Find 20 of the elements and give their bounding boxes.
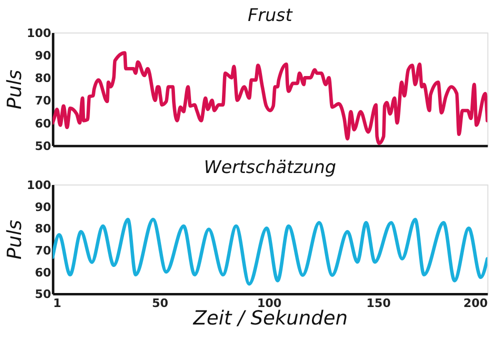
y-axis-title: Puls [2,220,26,260]
y-tick-label: 70 [34,94,52,108]
line-series [52,218,488,286]
y-tick-label: 50 [34,138,52,153]
y-tick-label: 60 [34,265,52,280]
y-tick-label: 100 [26,26,52,40]
y-tick-label: 60 [34,116,52,130]
y-tick-label: 100 [26,178,52,192]
y-tick-label: 90 [34,200,52,214]
y-axis-title: Puls [2,70,26,110]
y-tick-label: 80 [34,71,52,86]
x-tick-label: 1 [53,296,62,310]
y-tick-label: 90 [34,48,52,63]
x-tick-label: 200 [463,296,488,310]
chart-title: Wertschätzung [204,158,336,178]
chart-title: Frust [248,6,294,26]
x-tick-label: 150 [366,296,391,310]
x-tick-label: 50 [152,296,168,310]
y-tick-label: 80 [34,222,52,236]
y-tick-label: 70 [34,243,52,258]
